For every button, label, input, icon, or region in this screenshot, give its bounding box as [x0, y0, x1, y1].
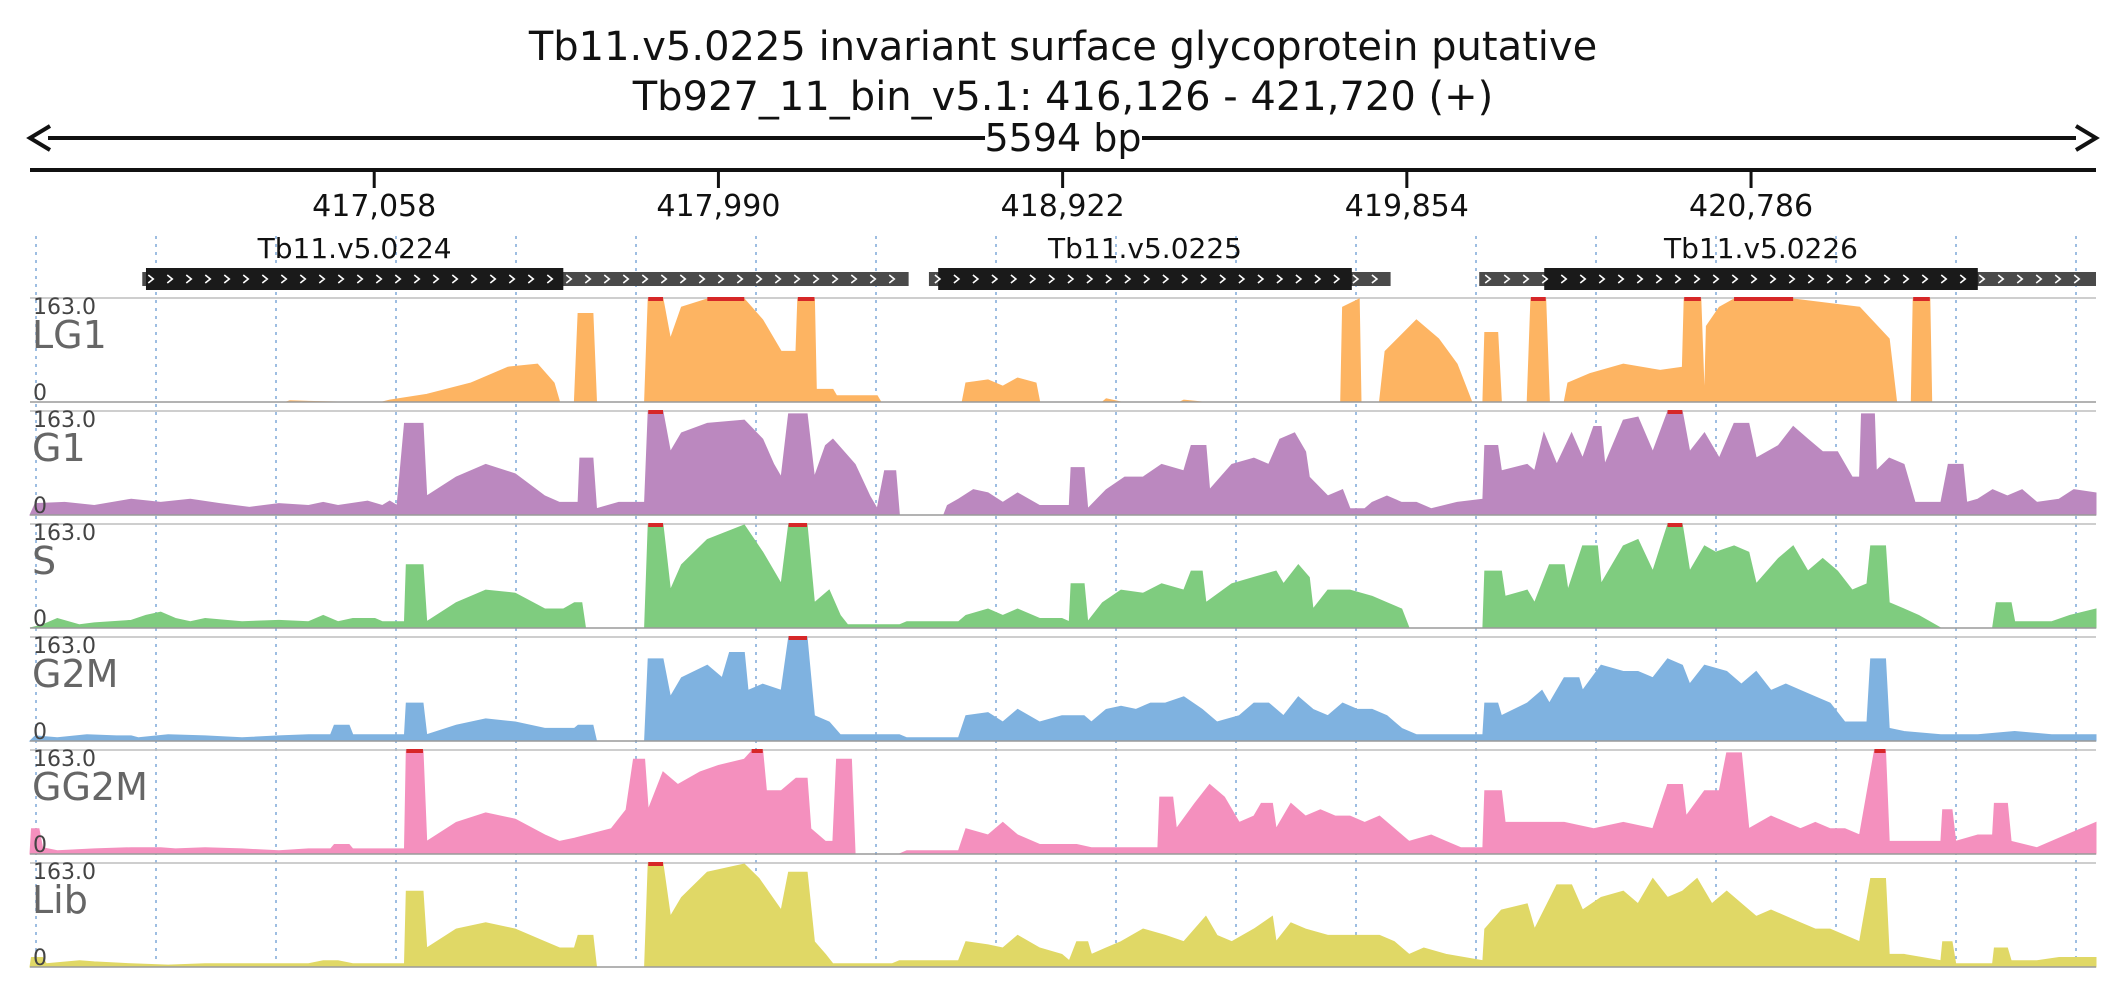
track-name: Lib	[32, 878, 88, 922]
gene-label: Tb11.v5.0226	[1663, 232, 1858, 265]
span-arrow-right-icon	[2074, 124, 2100, 152]
gene-cds	[1544, 268, 1978, 290]
title-line-2: Tb927_11_bin_v5.1: 416,126 - 421,720 (+)	[632, 74, 1494, 120]
tick-label: 417,058	[312, 189, 436, 224]
track-min-label: 0	[33, 381, 47, 406]
track-max-label: 163.0	[33, 521, 96, 546]
tick-label: 417,990	[656, 189, 780, 224]
track-name: LG1	[32, 313, 107, 357]
track-lg1: 163.0 0 LG1	[30, 295, 2096, 406]
gene-feature[interactable]: Tb11.v5.0226	[1479, 232, 2096, 290]
coverage-tracks: 163.00LG1163.00G1163.00S163.00G2M163.00G…	[28, 295, 2097, 971]
track-name: S	[32, 539, 56, 583]
gene-cds	[145, 268, 564, 290]
track-min-label: 0	[33, 946, 47, 971]
span-arrow-left-icon	[26, 124, 52, 152]
coverage-area	[29, 863, 2097, 968]
track-gg2m: 163.0 0 GG2M	[29, 747, 2097, 858]
coverage-area	[28, 637, 2097, 742]
strand-chevron-icon	[934, 274, 1379, 284]
track-g2m: 163.0 0 G2M	[28, 634, 2097, 745]
coverage-area	[29, 750, 2097, 855]
gene-track: Tb11.v5.0224 Tb11.v5.0225 Tb11.v5.0226	[142, 232, 2096, 290]
track-max-label: 163.0	[33, 747, 96, 772]
coverage-area	[30, 298, 2096, 403]
gene-cds	[938, 268, 1352, 290]
gene-feature[interactable]: Tb11.v5.0224	[142, 232, 909, 290]
strand-chevron-icon	[147, 274, 896, 284]
gene-feature[interactable]: Tb11.v5.0225	[928, 232, 1391, 290]
track-min-label: 0	[33, 833, 47, 858]
track-g1: 163.0 0 G1	[29, 408, 2097, 519]
title-line-1: Tb11.v5.0225 invariant surface glycoprot…	[528, 24, 1597, 70]
coverage-area	[29, 411, 2097, 516]
track-max-label: 163.0	[33, 408, 96, 433]
gene-label: Tb11.v5.0224	[257, 232, 452, 265]
track-max-label: 163.0	[33, 634, 96, 659]
track-name: G2M	[32, 652, 118, 696]
track-min-label: 0	[33, 607, 47, 632]
track-max-label: 163.0	[33, 295, 96, 320]
track-lib: 163.0 0 Lib	[29, 860, 2097, 971]
coverage-area	[29, 524, 2097, 629]
track-max-label: 163.0	[33, 860, 96, 885]
tick-label: 419,854	[1345, 189, 1469, 224]
track-min-label: 0	[33, 494, 47, 519]
track-min-label: 0	[33, 720, 47, 745]
coordinate-ticks: 417,058 417,990 418,922 419,854 420,786	[312, 170, 1813, 224]
span-ruler: 5594 bp	[26, 116, 2100, 160]
strand-chevron-icon	[1484, 274, 2081, 284]
span-label: 5594 bp	[984, 116, 1141, 160]
tick-label: 420,786	[1689, 189, 1813, 224]
track-s: 163.0 0 S	[29, 521, 2097, 632]
track-name: GG2M	[32, 765, 148, 809]
tick-label: 418,922	[1001, 189, 1125, 224]
track-name: G1	[32, 426, 86, 470]
gene-label: Tb11.v5.0225	[1047, 232, 1242, 265]
